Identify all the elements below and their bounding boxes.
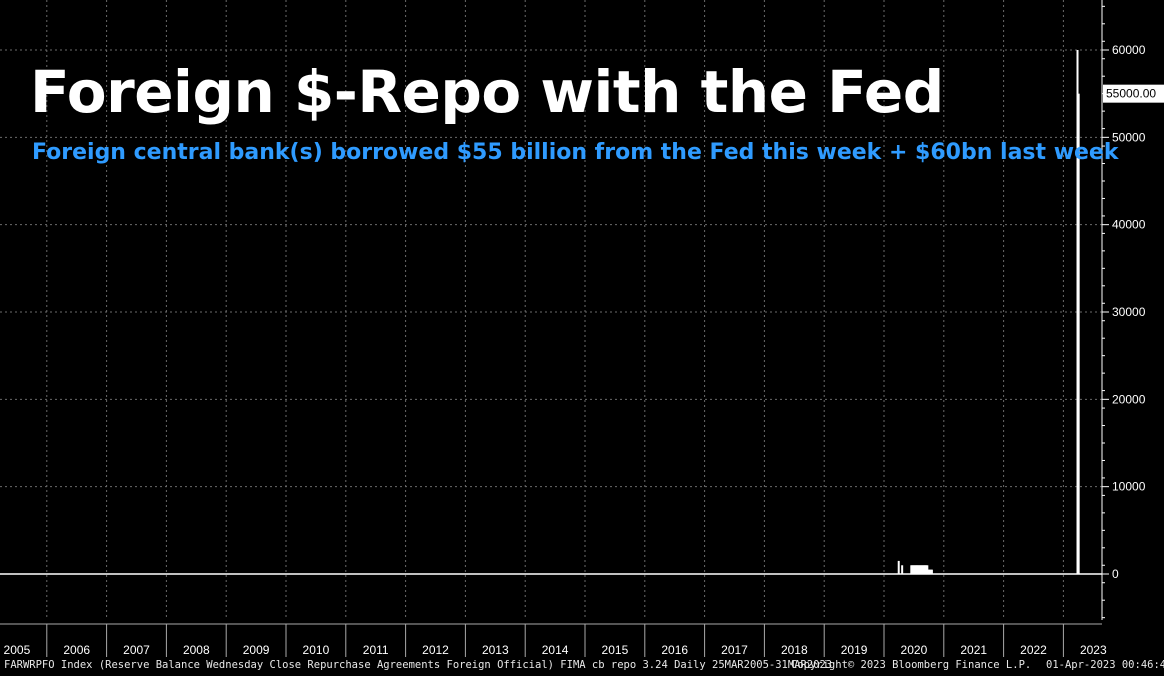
bar — [919, 565, 922, 574]
bar — [922, 565, 925, 574]
x-tick-label: 2022 — [1020, 643, 1047, 657]
bar — [929, 569, 932, 574]
last-value-label: 55000.00 — [1106, 87, 1156, 101]
bar — [928, 569, 931, 574]
x-tick-label: 2007 — [123, 643, 150, 657]
x-tick-label: 2010 — [303, 643, 330, 657]
x-tick-label: 2018 — [781, 643, 808, 657]
bar — [1076, 50, 1079, 574]
x-tick-label: 2020 — [901, 643, 928, 657]
bar — [927, 569, 930, 574]
footer-copyright: Copyright© 2023 Bloomberg Finance L.P. — [791, 659, 1032, 671]
bar — [912, 565, 915, 574]
bar — [918, 565, 921, 574]
x-tick-label: 2023 — [1080, 643, 1107, 657]
y-tick-label: 20000 — [1112, 392, 1146, 406]
bar — [897, 560, 900, 574]
x-tick-label: 2013 — [482, 643, 509, 657]
x-tick-label: 2011 — [363, 643, 389, 657]
x-tick-label: 2015 — [602, 643, 629, 657]
bar — [901, 565, 904, 574]
footer-timestamp: 01-Apr-2023 00:46:45 — [1046, 659, 1164, 671]
y-tick-label: 30000 — [1112, 305, 1146, 319]
bar — [917, 565, 920, 574]
y-tick-label: 60000 — [1112, 43, 1146, 57]
bar — [916, 565, 919, 574]
x-tick-label: 2017 — [721, 643, 748, 657]
x-tick-label: 2006 — [63, 643, 90, 657]
footer-description: FARWRPFO Index (Reserve Balance Wednesda… — [4, 659, 833, 671]
x-tick-label: 2014 — [542, 643, 569, 657]
y-tick-label: 40000 — [1112, 218, 1146, 232]
bar — [913, 565, 916, 574]
bar — [911, 565, 914, 574]
bar — [930, 569, 933, 574]
bar — [914, 565, 917, 574]
y-tick-label: 10000 — [1112, 480, 1146, 494]
bar — [920, 565, 923, 574]
bar — [910, 565, 913, 574]
bar — [924, 565, 927, 574]
x-tick-label: 2005 — [4, 643, 31, 657]
x-tick-label: 2009 — [243, 643, 270, 657]
x-tick-label: 2008 — [183, 643, 210, 657]
x-tick-label: 2019 — [841, 643, 868, 657]
x-tick-label: 2016 — [661, 643, 688, 657]
chart-subtitle: Foreign central bank(s) borrowed $55 bil… — [32, 140, 1119, 165]
x-tick-label: 2021 — [960, 643, 987, 657]
bar — [925, 565, 928, 574]
bar — [926, 565, 929, 574]
last-value-badge — [1103, 84, 1164, 103]
bar — [921, 565, 924, 574]
y-tick-label: 50000 — [1112, 130, 1146, 144]
x-tick-label: 2012 — [422, 643, 449, 657]
bar — [1077, 93, 1080, 575]
y-tick-label: 0 — [1112, 567, 1119, 581]
chart-title: Foreign $-Repo with the Fed — [30, 58, 944, 126]
